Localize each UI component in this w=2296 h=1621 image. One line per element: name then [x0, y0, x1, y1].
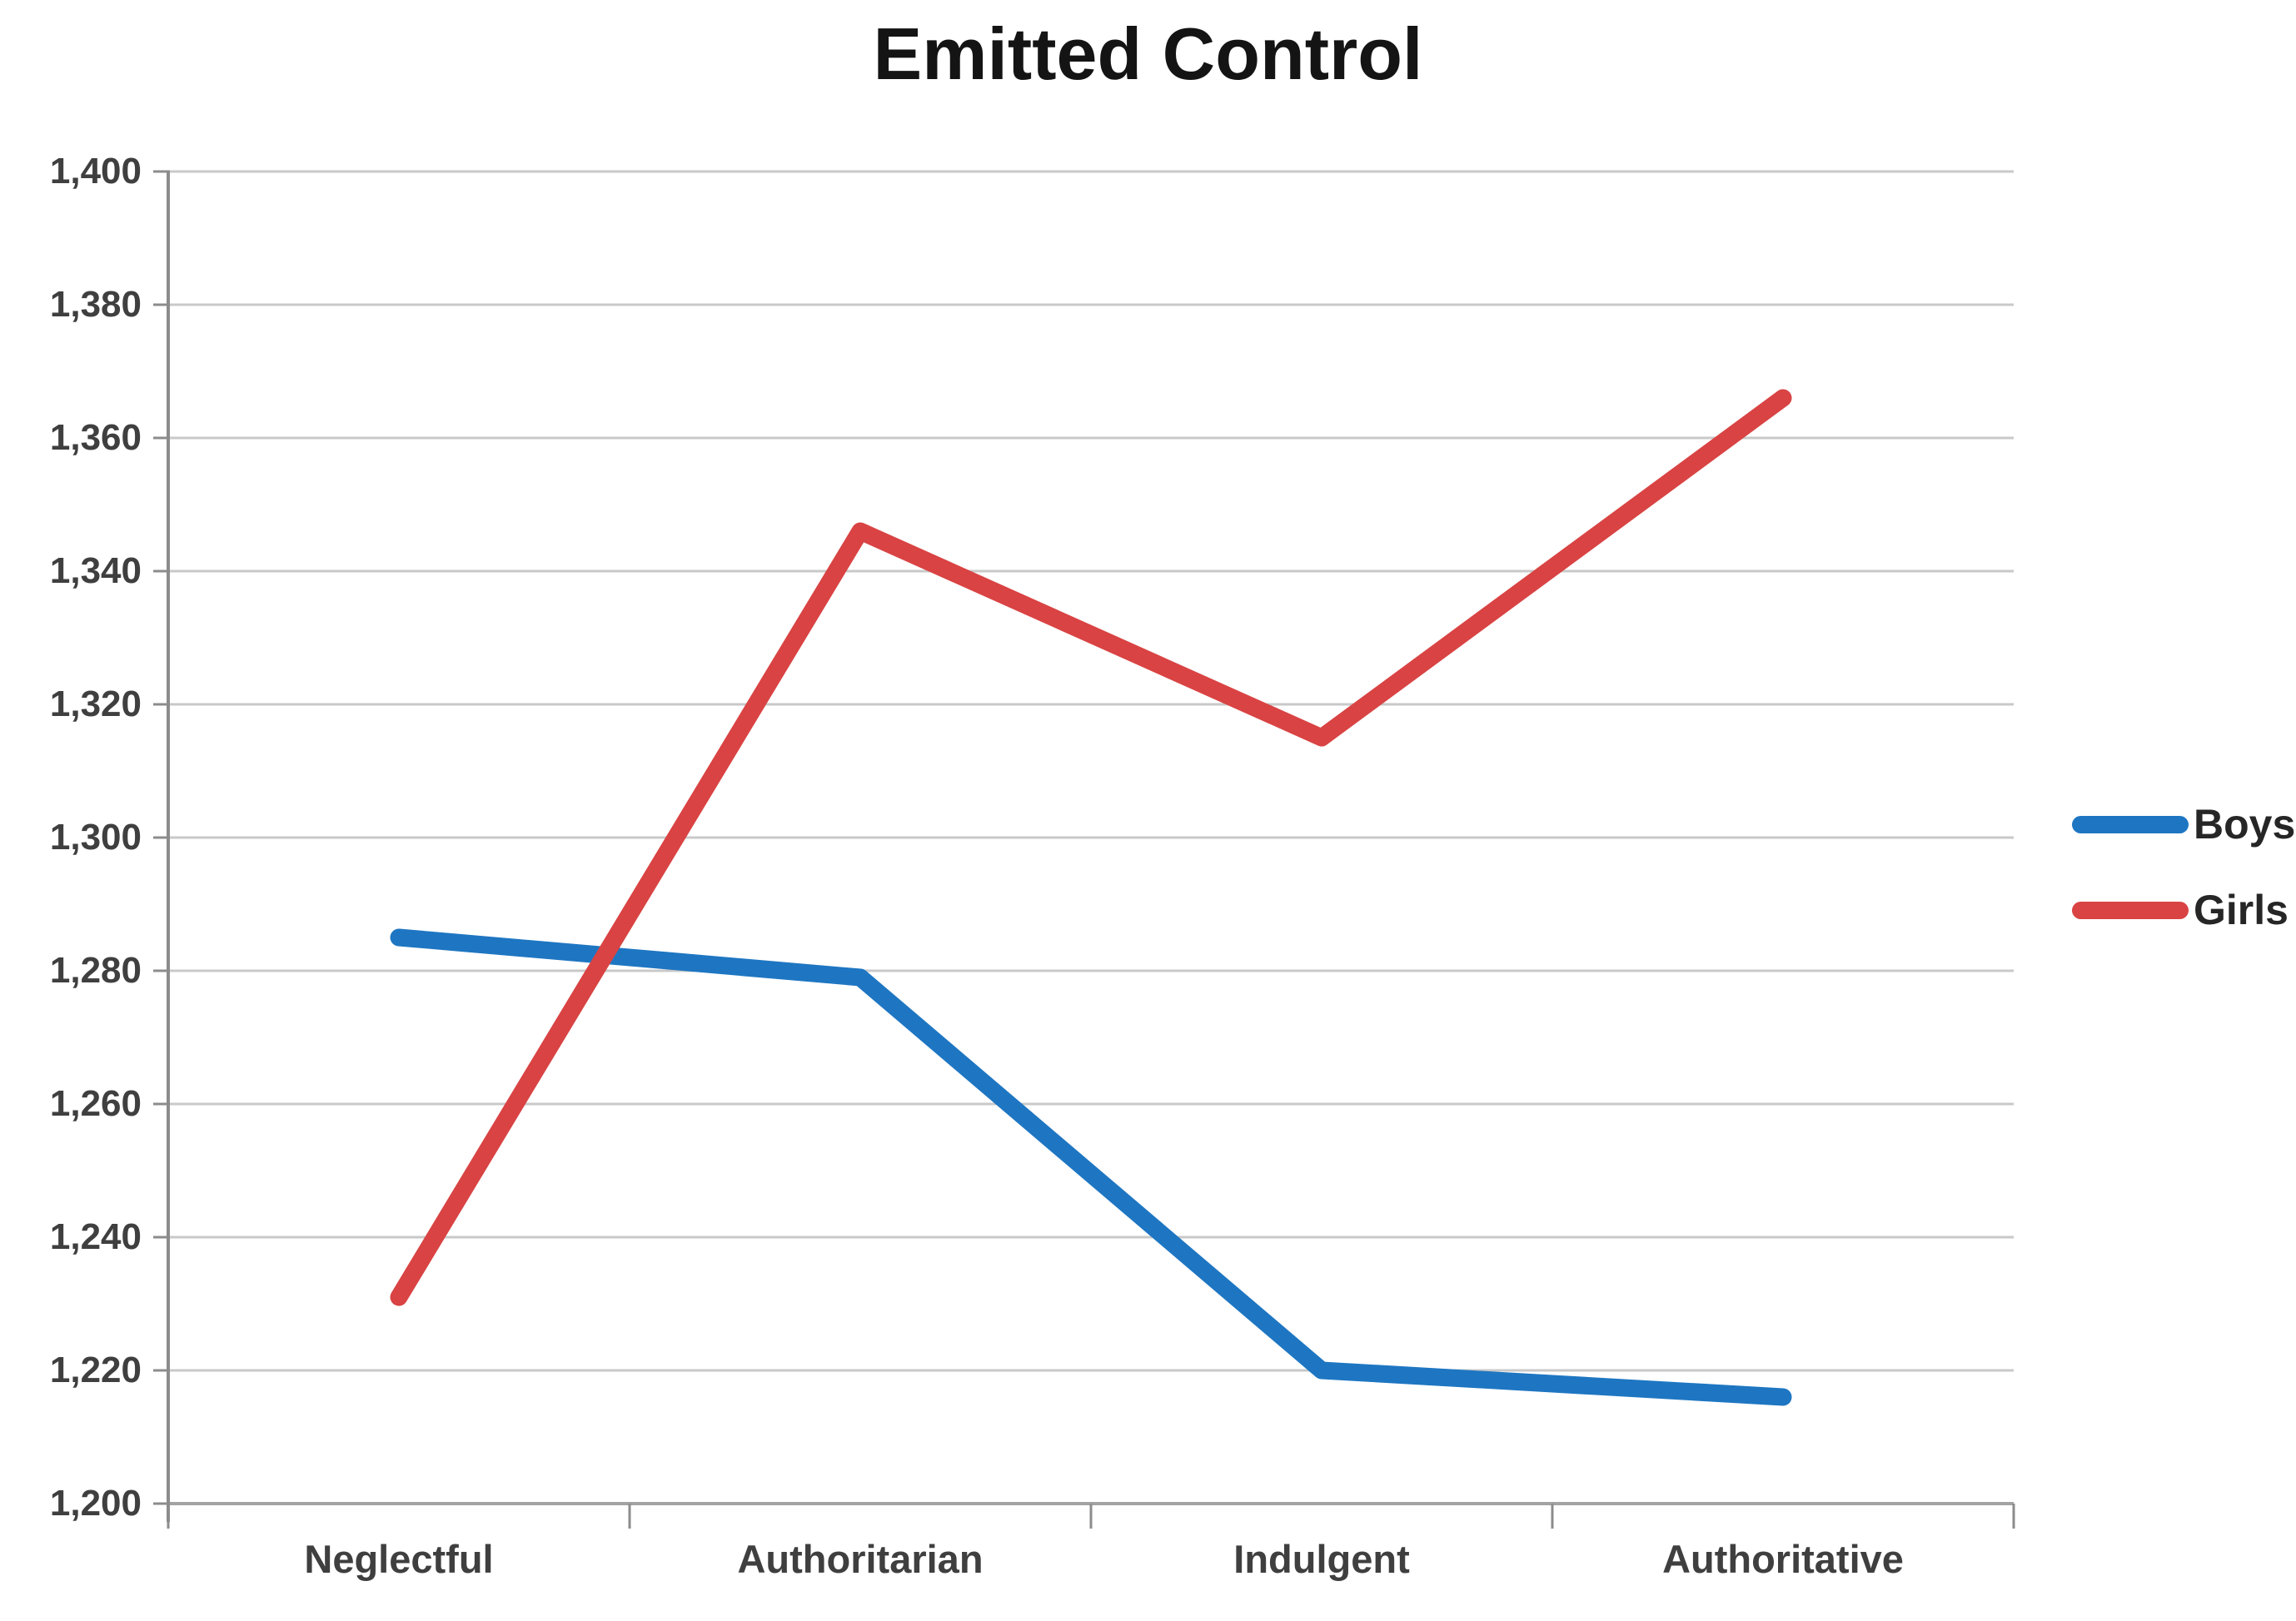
y-tick-label: 1,240 — [49, 1216, 142, 1257]
y-tick-label: 1,260 — [49, 1083, 142, 1124]
y-tick-label: 1,400 — [49, 151, 142, 191]
legend-line-swatch — [2072, 901, 2189, 919]
chart-title: Emitted Control — [873, 12, 1423, 95]
y-tick-label: 1,300 — [49, 817, 142, 858]
series-line-girls — [390, 389, 1792, 1306]
legend-label: Girls — [2194, 887, 2289, 933]
y-tick-label: 1,340 — [49, 550, 142, 591]
series-line-boys — [390, 928, 1792, 1406]
legend-item-girls: Girls — [2072, 885, 2289, 935]
y-tick-label: 1,380 — [49, 284, 142, 325]
y-tick-label: 1,280 — [49, 950, 142, 991]
y-tick-label: 1,360 — [49, 417, 142, 458]
x-category-label: Authoritative — [1662, 1537, 1904, 1581]
legend-line-swatch — [2072, 815, 2189, 833]
y-tick-label: 1,220 — [49, 1350, 142, 1390]
legend-item-boys: Boys — [2072, 799, 2295, 849]
legend-label: Boys — [2194, 801, 2296, 848]
y-tick-label: 1,320 — [49, 684, 142, 724]
x-category-label: Authoritarian — [737, 1537, 984, 1581]
y-tick-label: 1,200 — [49, 1483, 142, 1524]
x-category-label: Indulgent — [1233, 1537, 1410, 1581]
x-category-label: Neglectful — [304, 1537, 494, 1581]
